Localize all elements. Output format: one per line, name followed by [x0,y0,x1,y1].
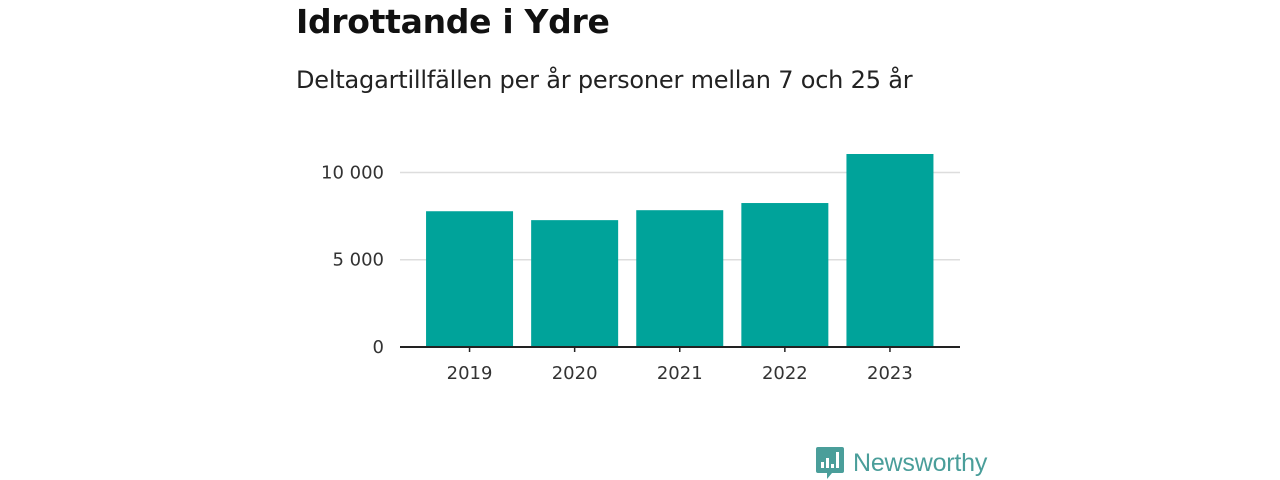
bar-2021 [636,210,724,347]
y-tick-label: 0 [373,337,384,358]
chart-title: Idrottande i Ydre [296,2,610,41]
y-tick-label: 10 000 [321,162,384,183]
brand-name: Newsworthy [853,448,988,477]
x-tick-label: 2021 [657,363,703,384]
bar-2020 [531,220,619,347]
bar-2023 [846,154,934,347]
x-tick-label: 2023 [867,363,913,384]
x-tick-label: 2019 [447,363,493,384]
bar-2022 [741,203,829,347]
newsworthy-logo[interactable]: Newsworthy [815,446,987,480]
bar-2019 [426,211,514,347]
newsworthy-logo-icon [816,447,844,479]
x-tick-label: 2022 [762,363,808,384]
y-tick-label: 5 000 [332,250,384,271]
x-tick-label: 2020 [552,363,598,384]
chart-subtitle: Deltagartillfällen per år personer mella… [296,66,913,94]
